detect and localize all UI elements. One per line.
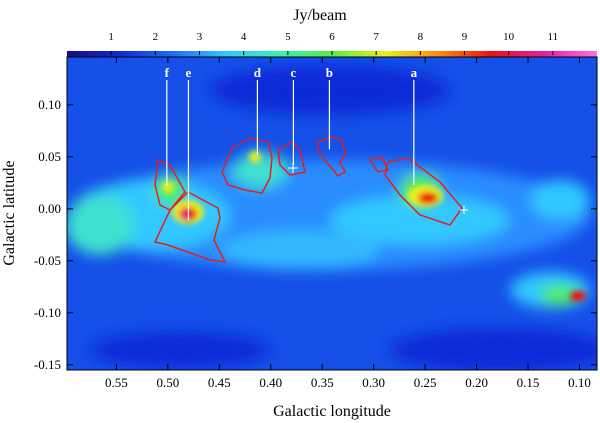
- annotation-label: d: [254, 65, 262, 80]
- x-tick-label: 0.50: [156, 375, 179, 390]
- x-tick-label: 0.40: [259, 375, 282, 390]
- y-tick-label: -0.05: [34, 253, 61, 268]
- y-tick-label: 0.00: [38, 201, 61, 216]
- x-tick-label: 0.25: [414, 375, 437, 390]
- x-tick-label: 0.15: [517, 375, 540, 390]
- annotation-label: f: [165, 65, 170, 80]
- x-tick-label: 0.45: [208, 375, 231, 390]
- y-tick-label: -0.15: [34, 357, 61, 372]
- y-tick-label: 0.10: [38, 97, 61, 112]
- y-axis-label: Galactic latitude: [1, 160, 18, 265]
- x-tick-label: 0.20: [465, 375, 488, 390]
- colorbar-tick-label: 1: [108, 31, 114, 43]
- colorbar-tick-label: 7: [373, 31, 379, 43]
- colorbar-tick-label: 3: [197, 31, 203, 43]
- x-tick-label: 0.55: [105, 375, 128, 390]
- sky-image: [67, 57, 597, 370]
- colorbar-tick-label: 5: [285, 31, 291, 43]
- x-axis-label: Galactic longitude: [273, 403, 391, 420]
- colorbar-tick-label: 9: [462, 31, 468, 43]
- colorbar-tick-label: 6: [329, 31, 335, 43]
- colorbar-label: Jy/beam: [293, 7, 347, 24]
- y-tick-label: 0.05: [38, 149, 61, 164]
- annotation-label: e: [186, 65, 192, 80]
- colorbar-tick-label: 8: [418, 31, 424, 43]
- colorbar-tick-label: 2: [153, 31, 159, 43]
- annotation-label: c: [291, 65, 297, 80]
- colorbar-tick-label: 11: [548, 31, 559, 43]
- x-tick-label: 0.30: [362, 375, 385, 390]
- x-tick-label: 0.35: [311, 375, 334, 390]
- x-tick-label: 0.10: [568, 375, 591, 390]
- annotation-label: b: [326, 65, 333, 80]
- colorbar-tick-label: 4: [241, 31, 247, 43]
- plot-frame: [66, 56, 598, 371]
- regions: [153, 136, 463, 263]
- annotation-label: a: [411, 65, 418, 80]
- colorbar-tick-label: 10: [503, 31, 515, 43]
- y-tick-label: -0.10: [34, 305, 61, 320]
